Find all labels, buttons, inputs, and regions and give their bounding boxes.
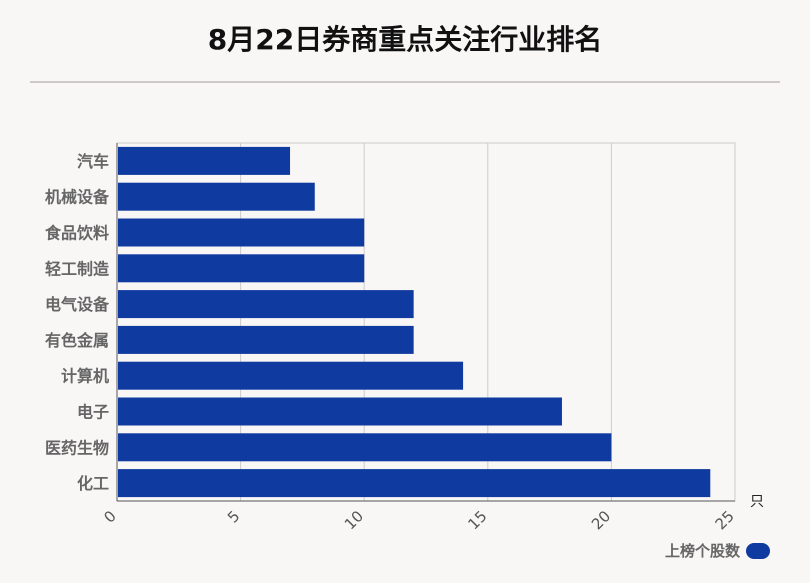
bar (118, 218, 365, 247)
bar (118, 469, 711, 498)
bar (118, 397, 562, 426)
category-label: 食品饮料 (44, 224, 109, 243)
chart-title: 8月22日券商重点关注行业排名 (207, 23, 603, 56)
category-label: 电气设备 (45, 295, 110, 314)
title-divider (30, 81, 780, 83)
category-label: 机械设备 (45, 188, 110, 207)
bar (118, 254, 365, 283)
x-tick-label: 20 (588, 507, 614, 533)
category-label: 化工 (77, 474, 109, 493)
x-tick-label: 5 (224, 507, 243, 526)
x-tick-label: 25 (712, 507, 738, 533)
legend: 上榜个股数 (665, 540, 770, 561)
bar (118, 290, 414, 319)
x-tick-label: 10 (341, 507, 367, 533)
bar (118, 433, 612, 462)
x-tick-label: 0 (100, 507, 119, 526)
x-tick-label: 15 (464, 507, 490, 533)
bar (118, 146, 291, 175)
category-label: 轻工制造 (45, 259, 110, 278)
bar (118, 361, 464, 390)
unit-label: 只 (750, 494, 764, 510)
category-label: 汽车 (77, 152, 109, 171)
category-label: 有色金属 (45, 331, 109, 350)
category-label: 医药生物 (45, 438, 109, 457)
bar (118, 325, 414, 354)
category-label: 电子 (77, 403, 109, 422)
legend-swatch (746, 542, 770, 559)
legend-label: 上榜个股数 (664, 542, 740, 560)
category-label: 计算机 (61, 367, 109, 386)
bar (118, 182, 315, 211)
